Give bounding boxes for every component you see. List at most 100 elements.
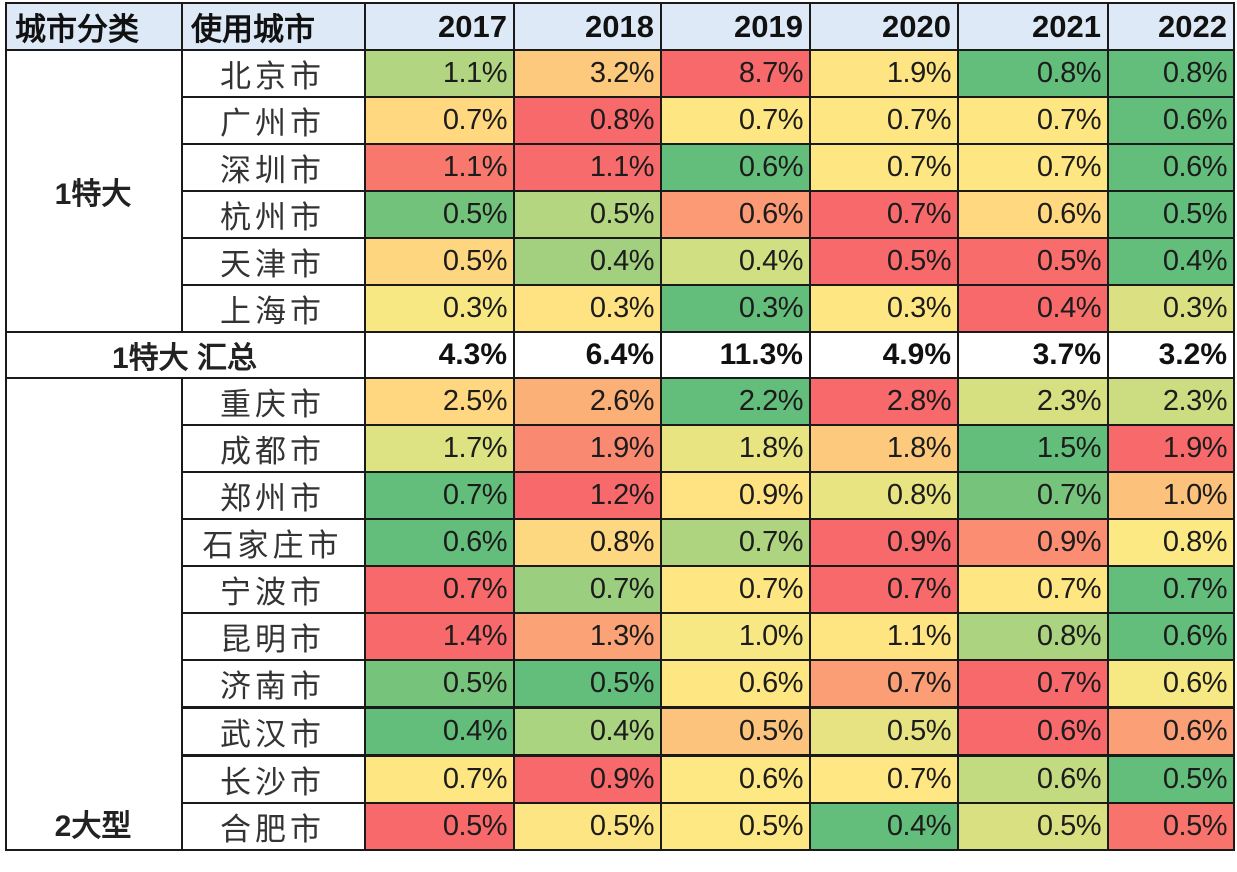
header-year-2017: 2017	[364, 2, 515, 51]
value-cell: 0.6%	[1107, 612, 1235, 661]
value-cell: 0.3%	[660, 284, 811, 333]
table-row: 昆明市 1.4% 1.3% 1.0% 1.1% 0.8% 0.6%	[6, 612, 1235, 661]
value-cell: 1.9%	[1107, 424, 1235, 473]
value-cell: 0.7%	[957, 96, 1109, 145]
value-cell: 0.8%	[1107, 518, 1235, 567]
value-cell: 0.6%	[660, 190, 811, 239]
value-cell: 0.6%	[364, 518, 515, 567]
summary-row: 1特大 汇总 4.3% 6.4% 11.3% 4.9% 3.7% 3.2%	[5, 331, 1235, 379]
summary-value-cell: 3.7%	[957, 331, 1109, 379]
header-year-2018: 2018	[513, 2, 662, 51]
value-cell: 3.2%	[513, 49, 662, 98]
value-cell: 1.8%	[809, 424, 959, 473]
city-cell: 重庆市	[181, 377, 366, 426]
table-row: 石家庄市 0.6% 0.8% 0.7% 0.9% 0.9% 0.8%	[6, 518, 1235, 567]
table-row: 上海市 0.3% 0.3% 0.3% 0.3% 0.4% 0.3%	[6, 284, 1235, 333]
value-cell: 8.7%	[660, 49, 811, 98]
value-cell: 1.0%	[1107, 471, 1235, 520]
value-cell: 0.7%	[809, 190, 959, 239]
value-cell: 0.7%	[364, 96, 515, 145]
city-cell: 郑州市	[181, 471, 366, 520]
value-cell: 1.7%	[364, 424, 515, 473]
table-row: 1特大 北京市 1.1% 3.2% 8.7% 1.9% 0.8% 0.8%	[5, 49, 1235, 333]
value-cell: 0.6%	[660, 143, 811, 192]
summary-value-cell: 11.3%	[660, 331, 811, 379]
value-cell: 0.7%	[660, 96, 811, 145]
value-cell: 0.5%	[809, 237, 959, 286]
table-row: 杭州市 0.5% 0.5% 0.6% 0.7% 0.6% 0.5%	[6, 190, 1235, 239]
summary-value-cell: 4.9%	[809, 331, 959, 379]
value-cell: 0.7%	[957, 471, 1109, 520]
city-cell: 济南市	[181, 659, 366, 709]
value-cell: 0.4%	[660, 237, 811, 286]
value-cell: 0.6%	[957, 706, 1109, 757]
value-cell: 0.7%	[809, 754, 959, 804]
value-cell: 1.3%	[513, 612, 662, 661]
value-cell: 0.5%	[660, 706, 811, 757]
value-cell: 0.7%	[660, 565, 811, 614]
category-cell: 2大型	[5, 377, 183, 851]
value-cell: 0.5%	[513, 190, 662, 239]
value-cell: 0.4%	[513, 706, 662, 757]
value-cell: 0.5%	[364, 802, 515, 851]
value-cell: 0.3%	[1107, 284, 1235, 333]
city-cell: 武汉市	[181, 706, 366, 757]
value-cell: 0.5%	[513, 659, 662, 709]
value-cell: 0.3%	[513, 284, 662, 333]
value-cell: 0.5%	[513, 802, 662, 851]
value-cell: 0.8%	[513, 96, 662, 145]
value-cell: 0.9%	[957, 518, 1109, 567]
table-row: 武汉市 0.4% 0.4% 0.5% 0.5% 0.6% 0.6%	[6, 706, 1235, 757]
table-row: 广州市 0.7% 0.8% 0.7% 0.7% 0.7% 0.6%	[6, 96, 1235, 145]
value-cell: 0.6%	[1107, 706, 1235, 757]
value-cell: 0.6%	[1107, 96, 1235, 145]
value-cell: 0.5%	[809, 706, 959, 757]
value-cell: 0.7%	[364, 565, 515, 614]
value-cell: 0.8%	[513, 518, 662, 567]
value-cell: 0.6%	[1107, 659, 1235, 709]
value-cell: 1.5%	[957, 424, 1109, 473]
header-year-2020: 2020	[809, 2, 959, 51]
value-cell: 0.7%	[364, 471, 515, 520]
value-cell: 1.2%	[513, 471, 662, 520]
city-cell: 上海市	[181, 284, 366, 333]
value-cell: 2.8%	[809, 377, 959, 426]
value-cell: 1.1%	[809, 612, 959, 661]
value-cell: 0.7%	[364, 754, 515, 804]
value-cell: 0.4%	[809, 802, 959, 851]
value-cell: 1.4%	[364, 612, 515, 661]
value-cell: 0.5%	[660, 802, 811, 851]
value-cell: 0.6%	[957, 190, 1109, 239]
city-share-table: 城市分类 使用城市 2017 2018 2019 2020 2021 2022 …	[5, 2, 1235, 851]
value-cell: 2.3%	[1107, 377, 1235, 426]
header-year-2022: 2022	[1107, 2, 1235, 51]
value-cell: 0.7%	[809, 659, 959, 709]
value-cell: 0.7%	[957, 659, 1109, 709]
summary-value-cell: 3.2%	[1107, 331, 1235, 379]
category-cell: 1特大	[5, 49, 183, 333]
value-cell: 0.7%	[660, 518, 811, 567]
table-row: 济南市 0.5% 0.5% 0.6% 0.7% 0.7% 0.6%	[6, 659, 1235, 709]
value-cell: 0.9%	[513, 754, 662, 804]
value-cell: 0.6%	[660, 754, 811, 804]
summary-value-cell: 4.3%	[364, 331, 515, 379]
table-row: 长沙市 0.7% 0.9% 0.6% 0.7% 0.6% 0.5%	[6, 754, 1235, 804]
value-cell: 1.9%	[809, 49, 959, 98]
city-cell: 昆明市	[181, 612, 366, 661]
value-cell: 2.3%	[957, 377, 1109, 426]
value-cell: 1.1%	[513, 143, 662, 192]
value-cell: 0.7%	[809, 143, 959, 192]
summary-value-cell: 6.4%	[513, 331, 662, 379]
value-cell: 0.7%	[957, 143, 1109, 192]
header-city: 使用城市	[181, 2, 366, 51]
value-cell: 2.5%	[364, 377, 515, 426]
value-cell: 2.2%	[660, 377, 811, 426]
value-cell: 0.5%	[957, 237, 1109, 286]
city-cell: 宁波市	[181, 565, 366, 614]
value-cell: 0.5%	[364, 190, 515, 239]
header-row: 城市分类 使用城市 2017 2018 2019 2020 2021 2022	[5, 2, 1235, 51]
value-cell: 1.1%	[364, 143, 515, 192]
table-row: 深圳市 1.1% 1.1% 0.6% 0.7% 0.7% 0.6%	[6, 143, 1235, 192]
value-cell: 1.8%	[660, 424, 811, 473]
city-cell: 石家庄市	[181, 518, 366, 567]
